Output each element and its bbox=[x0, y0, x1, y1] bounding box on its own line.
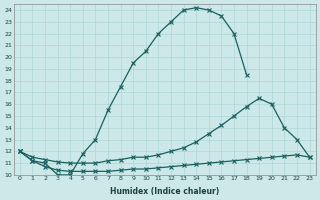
X-axis label: Humidex (Indice chaleur): Humidex (Indice chaleur) bbox=[110, 187, 219, 196]
